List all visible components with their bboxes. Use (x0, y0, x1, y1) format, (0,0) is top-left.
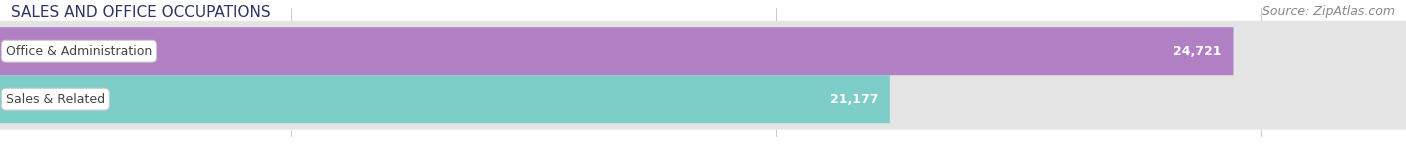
FancyBboxPatch shape (0, 75, 890, 123)
FancyBboxPatch shape (0, 69, 1406, 130)
Text: Source: ZipAtlas.com: Source: ZipAtlas.com (1261, 5, 1395, 18)
Text: 21,177: 21,177 (830, 93, 879, 106)
FancyBboxPatch shape (0, 21, 1406, 82)
FancyBboxPatch shape (0, 27, 1233, 75)
Text: Office & Administration: Office & Administration (6, 45, 152, 58)
Text: SALES AND OFFICE OCCUPATIONS: SALES AND OFFICE OCCUPATIONS (11, 5, 271, 20)
Text: 24,721: 24,721 (1174, 45, 1222, 58)
Text: Sales & Related: Sales & Related (6, 93, 105, 106)
